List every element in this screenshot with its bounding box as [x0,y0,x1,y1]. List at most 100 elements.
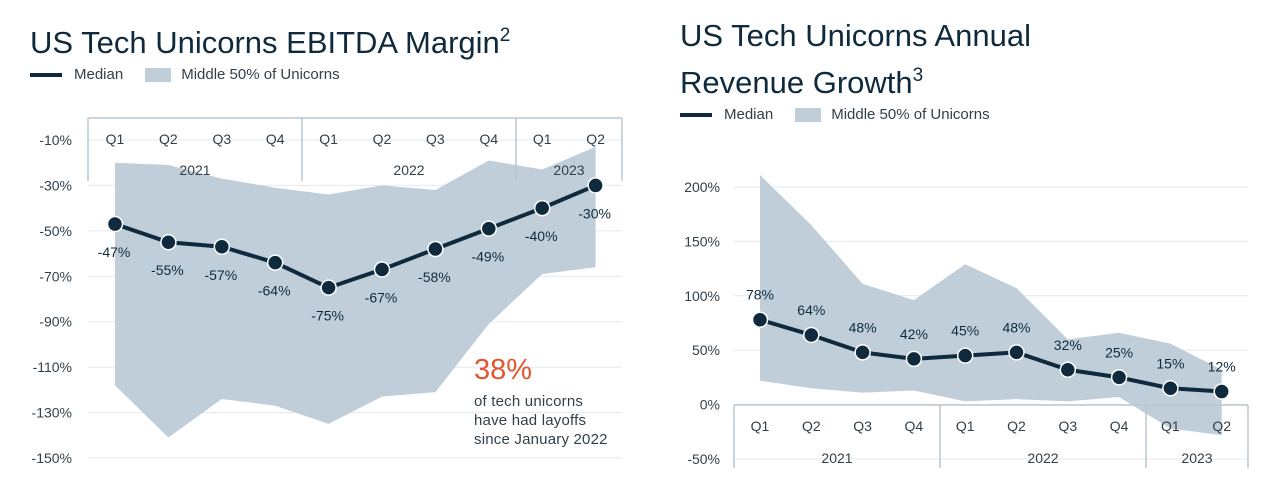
median-value-label: 48% [1002,319,1030,335]
median-value-label: -64% [258,283,291,299]
quarter-label: Q2 [1212,418,1231,434]
quarter-label: Q2 [373,131,392,147]
y-tick-label: -70% [39,268,72,284]
median-swatch [30,72,62,77]
median-point [751,311,769,328]
y-tick-label: 50% [692,342,720,358]
quarter-label: Q1 [533,131,552,147]
median-value-label: -57% [204,267,237,283]
quarter-label: Q1 [956,418,975,434]
quarter-label: Q4 [479,131,498,147]
middle-50-band [115,146,596,438]
quarter-label: Q2 [586,131,605,147]
median-value-label: -55% [151,262,184,278]
y-tick-label: 150% [684,233,720,249]
band-legend-label: Middle 50% of Unicorns [831,106,990,123]
median-point [803,326,820,344]
quarter-label: Q3 [212,131,231,147]
median-value-label: -67% [365,289,398,305]
quarter-label: Q2 [1007,418,1026,434]
y-tick-label: 0% [700,397,720,413]
median-value-label: 15% [1156,355,1184,371]
median-point [106,215,124,233]
revenue-legend: Median Middle 50% of Unicorns [680,106,990,123]
median-value-label: -58% [418,269,451,285]
quarter-label: Q2 [802,418,821,434]
quarter-label: Q3 [853,418,872,434]
revenue-title-line2: Revenue Growth [680,65,913,100]
median-value-label: 48% [849,319,877,335]
median-value-label: 64% [797,302,825,318]
callout-line-2: have had layoffs [474,412,587,429]
quarter-label: Q1 [319,131,338,147]
y-tick-label: -150% [32,450,72,466]
ebitda-legend: Median Middle 50% of Unicorns [30,66,340,83]
callout-line-1: of tech unicorns [474,393,584,410]
year-label: 2023 [1181,450,1212,466]
median-value-label: -47% [98,244,131,260]
layoff-callout-text: of tech unicorns have had layoffs since … [474,392,608,449]
median-point [1008,344,1025,361]
year-label: 2022 [1027,450,1058,466]
band-swatch [795,107,822,122]
quarter-label: Q4 [1110,418,1129,434]
quarter-label: Q1 [1161,418,1180,434]
median-point [587,177,604,194]
y-tick-label: 200% [684,179,720,195]
y-tick-label: -50% [39,223,72,239]
median-value-label: 12% [1208,359,1236,375]
y-tick-label: -90% [39,314,72,330]
y-tick-label: -50% [687,451,720,467]
median-point [533,199,551,217]
median-point [320,279,337,296]
median-point [1110,369,1128,386]
median-swatch [680,112,712,117]
y-tick-label: -30% [39,177,72,193]
quarter-label: Q3 [1058,418,1077,434]
y-tick-label: 100% [684,288,720,304]
revenue-chart-title: US Tech Unicorns Annual Revenue Growth3 [680,16,1031,103]
year-label: 2022 [393,162,424,178]
year-label: 2021 [821,450,852,466]
median-point [1059,361,1077,379]
y-tick-label: -10% [39,132,72,148]
middle-50-band [760,175,1222,436]
median-point [854,344,871,361]
median-value-label: 78% [746,287,774,303]
band-legend-label: Middle 50% of Unicorns [181,66,340,83]
revenue-title-line1: US Tech Unicorns Annual [680,18,1031,53]
layoff-callout-value: 38% [474,354,533,386]
median-point [956,347,974,364]
median-value-label: -49% [471,249,504,265]
median-point [160,233,177,251]
median-value-label: 42% [900,326,928,342]
median-point [213,238,231,256]
band-swatch [145,67,172,82]
callout-line-3: since January 2022 [474,431,608,448]
median-value-label: 32% [1054,337,1082,353]
median-legend-label: Median [74,66,124,83]
median-value-label: -40% [525,228,558,244]
quarter-label: Q4 [905,418,924,434]
quarter-label: Q4 [266,131,285,147]
median-line [114,183,597,290]
median-point [266,254,284,271]
median-value-label: 45% [951,323,979,339]
quarter-label: Q1 [106,131,125,147]
year-label: 2023 [553,162,584,178]
median-value-label: -30% [578,205,611,221]
year-label: 2021 [179,162,210,178]
median-legend-label: Median [724,106,774,123]
median-point [1213,383,1230,400]
median-value-label: -75% [311,308,344,324]
median-point [480,220,498,237]
median-point [373,261,391,278]
quarter-label: Q3 [426,131,445,147]
median-line [759,317,1222,394]
median-point [905,350,923,368]
ebitda-title-text: US Tech Unicorns EBITDA Margin [30,25,500,60]
median-value-label: 25% [1105,344,1133,360]
median-point [427,240,444,258]
y-tick-label: -130% [32,405,72,421]
